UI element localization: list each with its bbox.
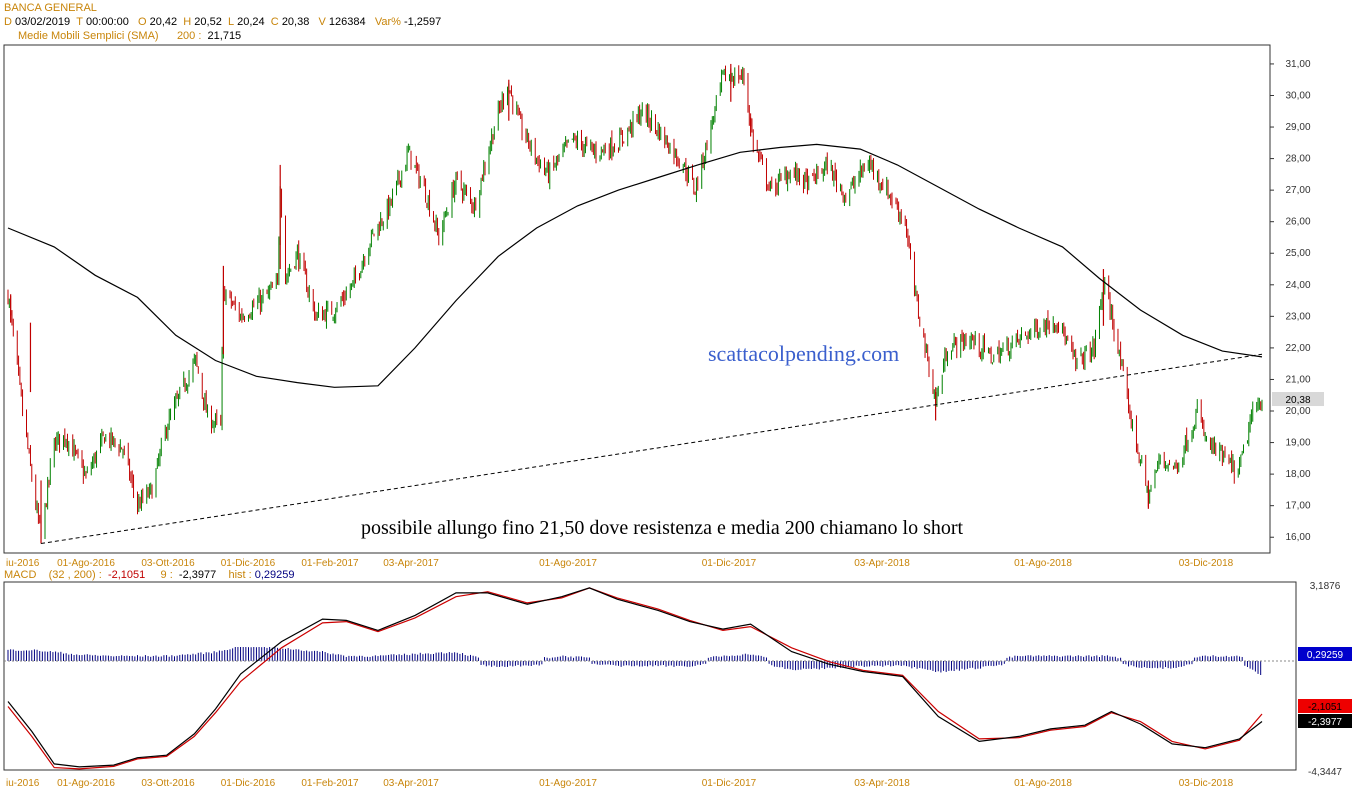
histogram-group	[7, 647, 1262, 675]
macd-y-tick-label: 3,1876	[1310, 581, 1341, 592]
hist-label: hist :	[228, 569, 252, 581]
price-y-tick-label: 17,00	[1285, 501, 1310, 512]
price-x-tick-label: 03-Ott-2016	[141, 558, 195, 569]
price-y-tick-label: 27,00	[1285, 185, 1310, 196]
time-value: 00:00:00	[86, 16, 129, 28]
macd-x-tick-label: 01-Dic-2016	[221, 778, 276, 789]
volume-value: 126384	[328, 16, 366, 28]
macd-x-tick-label: 01-Ago-2018	[1014, 778, 1072, 789]
price-y-tick-label: 22,00	[1285, 343, 1310, 354]
hist-value: 0,29259	[254, 569, 295, 581]
annotation-note: possibile allungo fino 21,50 dove resist…	[361, 517, 964, 539]
macd-x-tick-label: 03-Apr-2018	[854, 778, 910, 789]
macd-params: (32 , 200) :	[48, 569, 102, 581]
macd-panel: iu-2016 01-Ago-2016 03-Ott-2016 01-Dic-2016…	[3, 581, 1352, 789]
price-y-tick-label: 18,00	[1285, 469, 1310, 480]
price-x-tick-label: 01-Feb-2017	[301, 558, 359, 569]
macd-value-badge	[1298, 647, 1352, 661]
macd-value-badge	[1298, 699, 1352, 713]
price-plot-frame	[3, 44, 1271, 554]
sma200-line	[7, 143, 1263, 388]
price-y-tick-label: 19,00	[1285, 438, 1310, 449]
macd-y-tick-label: -4,3447	[1308, 767, 1342, 778]
var-label: Var%	[374, 16, 401, 28]
macd-x-tick-label: 03-Ott-2016	[141, 778, 195, 789]
support-trendline	[40, 353, 1263, 545]
price-x-tick-label: 01-Dic-2017	[702, 558, 757, 569]
price-x-tick-label: 01-Ago-2017	[539, 558, 597, 569]
ohlc-readout: D 03/02/2019 T 00:00:00 O 20,42 H 20,52 …	[4, 16, 441, 29]
high-value: 20,52	[194, 16, 222, 28]
price-y-tick-label: 23,00	[1285, 311, 1310, 322]
macd-y-tick-label: -2,3977	[1308, 717, 1342, 728]
price-x-tick-label: 01-Ago-2016	[57, 558, 115, 569]
macd-x-tick-label: 01-Ago-2016	[57, 778, 115, 789]
price-y-tick-label: 21,00	[1285, 374, 1310, 385]
close-label: C	[270, 16, 279, 28]
sma-readout: Medie Mobili Semplici (SMA) 200 : 21,715	[18, 30, 241, 43]
sma-value: 21,715	[207, 30, 242, 42]
price-x-tick-label: 03-Apr-2017	[383, 558, 439, 569]
price-y-tick-label: 29,00	[1285, 122, 1310, 133]
signal-value: -2,3977	[178, 569, 217, 581]
price-y-tick-label: 25,00	[1285, 248, 1310, 259]
price-y-tick-label: 20,00	[1285, 406, 1310, 417]
macd-line	[7, 587, 1263, 768]
macd-label: MACD	[4, 569, 37, 581]
macd-x-tick-label: 03-Dic-2018	[1179, 778, 1234, 789]
low-value: 20,24	[237, 16, 265, 28]
watermark-text: scattacolpending.com	[708, 341, 899, 366]
sma-period: 200 :	[176, 30, 202, 42]
signal-label: 9 :	[160, 569, 173, 581]
macd-x-tick-label: 03-Apr-2017	[383, 778, 439, 789]
macd-value: -2,1051	[107, 569, 146, 581]
date-value: 03/02/2019	[15, 16, 71, 28]
macd-x-tick-label: 01-Dic-2017	[702, 778, 757, 789]
open-value: 20,42	[149, 16, 178, 28]
macd-readout: MACD (32 , 200) : -2,1051 9 : -2,3977 hi…	[4, 569, 295, 582]
macd-plot-frame	[3, 581, 1297, 771]
macd-y-tick-label: -2,1051	[1308, 702, 1342, 713]
price-y-tick-label: 31,00	[1285, 59, 1310, 70]
var-value: -1,2597	[403, 16, 442, 28]
macd-x-tick-label: iu-2016	[6, 778, 40, 789]
time-label: T	[76, 16, 83, 28]
price-x-tick-label: iu-2016	[6, 558, 40, 569]
price-x-tick-label: 03-Dic-2018	[1179, 558, 1234, 569]
macd-value-badge	[1298, 714, 1352, 728]
price-y-tick-label: 24,00	[1285, 280, 1310, 291]
instrument-title: BANCA GENERAL	[4, 2, 97, 14]
macd-y-tick-label: 0,29259	[1307, 650, 1344, 661]
close-value: 20,38	[281, 16, 310, 28]
date-label: D	[4, 16, 12, 28]
macd-x-tick-label: 01-Ago-2017	[539, 778, 597, 789]
price-x-tick-label: 01-Ago-2018	[1014, 558, 1072, 569]
open-label: O	[138, 16, 147, 28]
price-y-tick-label: 26,00	[1285, 217, 1310, 228]
macd-x-tick-label: 01-Feb-2017	[301, 778, 359, 789]
price-y-tick-label: 16,00	[1285, 532, 1310, 543]
last-price-text: 20,38	[1285, 395, 1310, 406]
price-panel: 16,00 17,00 18,00 19,00 20,00 21,00 22,00 23,00…	[3, 44, 1324, 569]
price-x-tick-label: 03-Apr-2018	[854, 558, 910, 569]
candles-group	[7, 63, 1263, 544]
high-label: H	[183, 16, 192, 28]
signal-line	[7, 587, 1263, 770]
low-label: L	[227, 16, 235, 28]
price-x-tick-label: 01-Dic-2016	[221, 558, 276, 569]
price-y-tick-label: 28,00	[1285, 154, 1310, 165]
volume-label: V	[318, 16, 326, 28]
sma-label: Medie Mobili Semplici (SMA)	[18, 30, 159, 42]
last-price-badge	[1272, 392, 1324, 407]
price-y-tick-label: 30,00	[1285, 90, 1310, 101]
